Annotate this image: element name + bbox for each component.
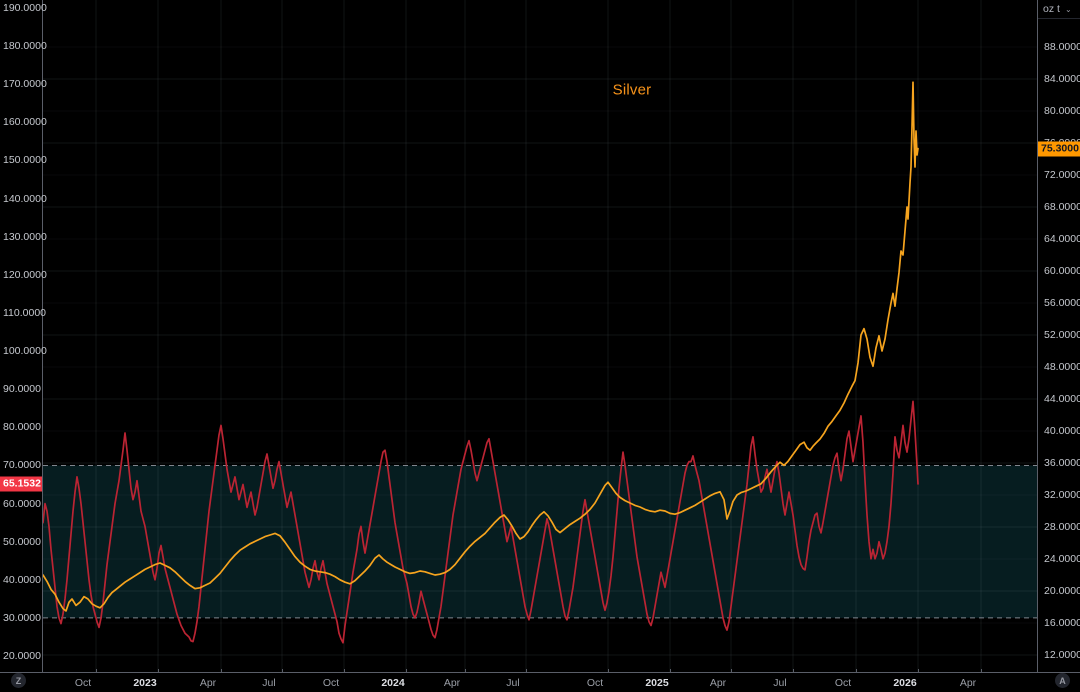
x-axis-tick (465, 669, 466, 673)
x-axis-label: Oct (322, 677, 340, 689)
right-axis-tick: 68.0000 (1044, 201, 1080, 213)
x-axis-label: Jul (773, 677, 787, 689)
right-axis-tick: 40.0000 (1044, 425, 1080, 437)
chart-symbol-label: Silver (612, 81, 652, 99)
left-axis-tick: 80.0000 (3, 421, 41, 434)
unit-dropdown[interactable]: oz t ⌄ (1038, 0, 1080, 19)
x-axis-tick (793, 669, 794, 673)
left-axis-tick: 100.0000 (3, 345, 47, 358)
series-silver (42, 81, 919, 612)
left-axis-tick: 130.0000 (3, 230, 47, 243)
left-axis-tick: 170.0000 (3, 78, 47, 91)
right-axis-tick: 16.0000 (1044, 617, 1080, 629)
left-price-axis[interactable]: 65.1532 190.0000 180.0000 170.0000 160.0000… (0, 0, 47, 672)
left-axis-tick: 90.0000 (3, 383, 41, 396)
right-axis-tick: 44.0000 (1044, 393, 1080, 405)
oscillator-band (43, 465, 1037, 618)
x-axis-label: Oct (74, 677, 92, 689)
left-axis-tick: 180.0000 (3, 40, 47, 53)
x-axis-tick (731, 669, 732, 673)
right-axis-tick: 48.0000 (1044, 361, 1080, 373)
x-axis-tick (221, 669, 222, 673)
time-axis[interactable]: Oct 2023 Apr Jul Oct 2024 Apr Jul Oct 2025 Apr Jul O… (0, 669, 1080, 692)
x-axis-label: 2025 (645, 677, 669, 689)
right-axis-tick: 60.0000 (1044, 265, 1080, 277)
last-price-label-left: 65.1532 (0, 476, 42, 492)
right-axis-tick: 24.0000 (1044, 553, 1080, 565)
x-axis-label: Oct (834, 677, 852, 689)
x-axis-label: 2024 (381, 677, 405, 689)
x-axis-label: Apr (959, 677, 977, 689)
left-axis-tick: 110.0000 (3, 306, 47, 319)
x-axis-tick (282, 669, 283, 673)
right-axis-tick: 84.0000 (1044, 73, 1080, 85)
timezone-button[interactable]: Z (11, 673, 26, 688)
right-axis-tick: 88.0000 (1044, 41, 1080, 53)
x-axis-tick (344, 669, 345, 673)
right-axis-tick: 36.0000 (1044, 457, 1080, 469)
left-axis-tick: 140.0000 (3, 192, 47, 205)
right-axis-tick: 52.0000 (1044, 329, 1080, 341)
series-red-oscillator (42, 400, 919, 644)
x-axis-label: Jul (506, 677, 520, 689)
x-axis-label: 2026 (893, 677, 917, 689)
x-axis-label: Apr (443, 677, 461, 689)
x-axis-tick (158, 669, 159, 673)
right-axis-tick: 12.0000 (1044, 649, 1080, 661)
right-price-axis[interactable]: 75.3000 88.000084.000080.000076.000072.0… (1037, 0, 1080, 672)
left-axis-tick: 50.0000 (3, 535, 41, 548)
left-axis-tick: 150.0000 (3, 154, 47, 167)
x-axis-tick (608, 669, 609, 673)
x-axis-tick (981, 669, 982, 673)
unit-dropdown-label: oz t (1043, 3, 1060, 15)
right-axis-tick: 64.0000 (1044, 233, 1080, 245)
left-axis-tick: 20.0000 (3, 650, 41, 663)
right-axis-tick: 56.0000 (1044, 297, 1080, 309)
chevron-down-icon: ⌄ (1064, 4, 1072, 14)
right-axis-tick: 72.0000 (1044, 169, 1080, 181)
x-axis-tick (406, 669, 407, 673)
left-axis-tick: 190.0000 (3, 2, 47, 14)
x-axis-label: Apr (199, 677, 217, 689)
x-axis-label: Apr (709, 677, 727, 689)
left-axis-tick: 120.0000 (3, 268, 47, 281)
x-axis-tick (918, 669, 919, 673)
last-price-label-right: 75.3000 (1038, 141, 1080, 157)
plot-area[interactable] (0, 0, 1080, 672)
left-axis-tick: 30.0000 (3, 611, 41, 624)
x-axis-label: 2023 (133, 677, 157, 689)
left-axis-tick: 70.0000 (3, 459, 41, 472)
right-axis-tick: 20.0000 (1044, 585, 1080, 597)
left-axis-tick: 160.0000 (3, 116, 47, 129)
x-axis-tick (526, 669, 527, 673)
x-axis-label: Oct (586, 677, 604, 689)
x-axis-tick (96, 669, 97, 673)
right-axis-tick: 28.0000 (1044, 521, 1080, 533)
right-axis-tick: 80.0000 (1044, 105, 1080, 117)
x-axis-label: Jul (262, 677, 276, 689)
x-axis-tick (670, 669, 671, 673)
left-axis-tick: 40.0000 (3, 573, 41, 586)
x-axis-tick (856, 669, 857, 673)
auto-scale-button[interactable]: A (1055, 673, 1070, 688)
right-axis-tick: 32.0000 (1044, 489, 1080, 501)
left-axis-tick: 60.0000 (3, 497, 41, 510)
